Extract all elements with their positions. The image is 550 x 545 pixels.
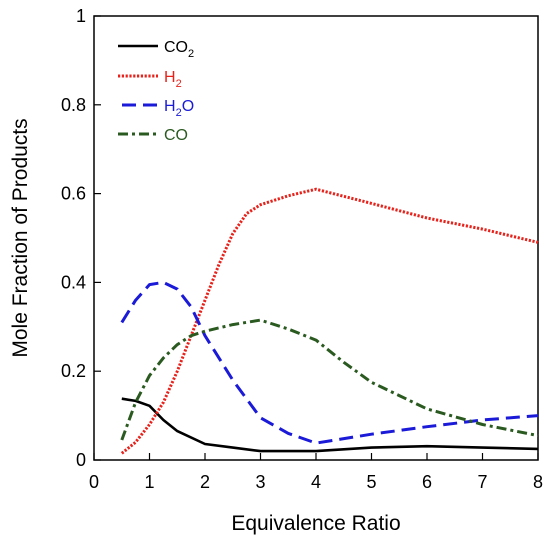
- legend-label-subscript: 2: [176, 78, 182, 90]
- y-axis-ticks: 0 0.2 0.4 0.6 0.8 1: [61, 6, 101, 470]
- series-line-h2o: [120, 280, 539, 445]
- legend-label-text: CO: [164, 39, 188, 56]
- legend-label-co2: CO2: [164, 39, 194, 60]
- x-tick-label: 8: [533, 472, 543, 492]
- x-axis-title: Equivalence Ratio: [231, 512, 400, 535]
- legend-label-co: CO: [164, 127, 188, 144]
- y-axis-title: Mole Fraction of Products: [9, 118, 32, 357]
- legend-label-subscript: 2: [188, 48, 194, 60]
- legend-label-text: H: [164, 69, 176, 86]
- y-tick-label: 0.2: [61, 361, 86, 381]
- legend-label-tail: O: [182, 98, 194, 115]
- legend-label-h2: H2: [164, 69, 182, 90]
- x-tick-label: 5: [366, 472, 376, 492]
- plot-frame: [93, 15, 539, 461]
- x-tick-label: 4: [311, 472, 321, 492]
- series-line-co: [120, 318, 539, 441]
- y-tick-label: 0: [76, 450, 86, 470]
- legend-label-text: H: [164, 98, 176, 115]
- x-tick-label: 2: [200, 472, 210, 492]
- x-tick-label: 3: [255, 472, 265, 492]
- x-tick-label: 7: [477, 472, 487, 492]
- plot-area: [93, 15, 539, 461]
- series-line-co2: [121, 397, 539, 453]
- x-axis-ticks: 0 1 2 3 4 5 6 7 8: [89, 453, 543, 492]
- y-tick-label: 0.4: [61, 272, 86, 292]
- series-layer: [120, 187, 539, 455]
- legend-label-h2o: H2O: [164, 98, 194, 119]
- y-tick-label: 1: [76, 6, 86, 26]
- legend-label-subscript: 2: [176, 107, 182, 119]
- y-tick-label: 0.8: [61, 95, 86, 115]
- x-tick-label: 0: [89, 472, 99, 492]
- series-line-h2: [120, 187, 539, 455]
- x-tick-label: 6: [422, 472, 432, 492]
- x-tick-label: 1: [144, 472, 154, 492]
- y-tick-label: 0.6: [61, 184, 86, 204]
- legend-label-text: CO: [164, 127, 188, 144]
